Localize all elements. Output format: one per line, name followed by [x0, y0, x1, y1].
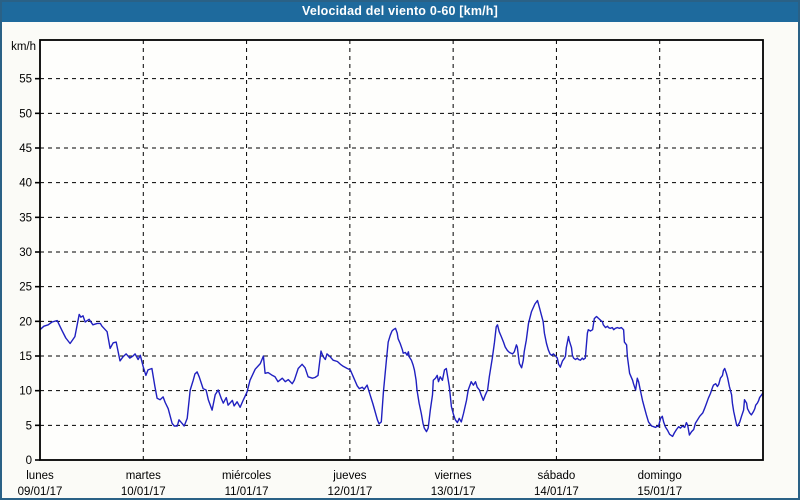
x-day-label-sábado: sábado	[538, 470, 576, 482]
x-date-label-miércoles: 11/01/17	[225, 486, 269, 498]
x-day-label-martes: martes	[126, 470, 161, 482]
y-tick-label-10: 10	[19, 386, 32, 398]
y-tick-label-30: 30	[19, 247, 32, 259]
chart-title-bar: Velocidad del viento 0-60 [km/h]	[0, 0, 800, 22]
y-tick-label-15: 15	[19, 351, 32, 363]
x-day-label-domingo: domingo	[638, 470, 682, 482]
x-day-label-jueves: jueves	[332, 470, 366, 482]
x-date-label-jueves: 12/01/17	[327, 486, 372, 498]
x-day-label-miércoles: miércoles	[222, 470, 271, 482]
y-tick-label-55: 55	[19, 74, 32, 86]
y-tick-label-25: 25	[19, 282, 32, 294]
y-tick-label-5: 5	[26, 420, 32, 432]
y-tick-label-20: 20	[19, 316, 32, 328]
x-day-label-viernes: viernes	[435, 470, 472, 482]
plot-border	[39, 39, 764, 461]
x-date-label-sábado: 14/01/17	[534, 486, 579, 498]
y-tick-label-45: 45	[19, 143, 32, 155]
y-tick-label-40: 40	[19, 178, 32, 190]
x-day-label-lunes: lunes	[26, 470, 54, 482]
series-line-velocidad_viento_kmh	[39, 299, 764, 438]
x-date-label-domingo: 15/01/17	[637, 486, 682, 498]
chart-title: Velocidad del viento 0-60 [km/h]	[301, 4, 499, 18]
x-date-label-lunes: 09/01/17	[18, 486, 63, 498]
y-tick-label-0: 0	[26, 455, 32, 467]
y-tick-label-35: 35	[19, 212, 32, 224]
plot-area	[40, 40, 763, 460]
x-date-label-viernes: 13/01/17	[431, 486, 476, 498]
y-axis-unit-label: km/h	[11, 41, 36, 53]
y-tick-label-50: 50	[19, 108, 32, 120]
x-date-label-martes: 10/01/17	[121, 486, 166, 498]
grid-lines	[40, 40, 763, 460]
